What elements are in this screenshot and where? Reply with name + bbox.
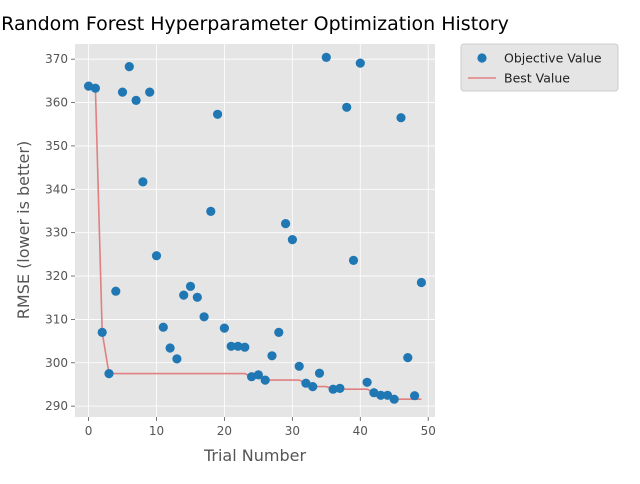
x-tick-label: 50 bbox=[421, 424, 436, 438]
objective-value-point bbox=[396, 113, 406, 123]
objective-value-point bbox=[185, 281, 196, 291]
objective-value-point bbox=[314, 368, 325, 378]
y-tick-label: 370 bbox=[45, 52, 68, 66]
legend-box bbox=[460, 43, 619, 92]
x-tick-label: 30 bbox=[285, 424, 300, 438]
legend-label-best-value: Best Value bbox=[504, 71, 570, 86]
objective-value-point bbox=[274, 327, 284, 337]
chart-title: Random Forest Hyperparameter Optimizatio… bbox=[1, 13, 509, 35]
y-tick-label: 320 bbox=[45, 269, 68, 283]
objective-value-point bbox=[281, 219, 291, 229]
objective-value-point bbox=[206, 206, 216, 216]
y-tick-label: 290 bbox=[45, 399, 68, 413]
objective-value-point bbox=[342, 102, 352, 112]
objective-value-point bbox=[233, 341, 243, 351]
x-tick-label: 20 bbox=[217, 424, 232, 438]
tick-labels: 0 10 20 30 40 50 290 300 310 320 330 340 350 360 370 bbox=[45, 52, 436, 438]
objective-value-point bbox=[111, 286, 121, 296]
objective-value-point bbox=[117, 87, 128, 97]
y-tick-label: 300 bbox=[45, 356, 68, 370]
objective-value-point bbox=[172, 354, 182, 364]
objective-value-point bbox=[104, 369, 114, 379]
objective-value-point bbox=[321, 52, 331, 63]
y-tick-label: 310 bbox=[45, 312, 68, 326]
objective-value-point bbox=[253, 370, 263, 380]
objective-value-point bbox=[294, 361, 304, 371]
x-tick-label: 0 bbox=[85, 424, 93, 438]
objective-points-layer bbox=[84, 52, 426, 404]
objective-value-point bbox=[267, 351, 277, 361]
objective-value-point bbox=[131, 95, 141, 105]
y-tick-label: 330 bbox=[45, 226, 68, 240]
plot-background bbox=[75, 44, 435, 417]
objective-value-point bbox=[416, 277, 426, 288]
legend-marker-objective-value bbox=[477, 53, 487, 63]
objective-value-point bbox=[192, 292, 202, 302]
objective-value-point bbox=[301, 378, 311, 388]
objective-value-point bbox=[348, 255, 359, 265]
objective-value-point bbox=[97, 327, 107, 337]
objective-value-point bbox=[158, 322, 168, 332]
y-tick-label: 340 bbox=[45, 182, 68, 196]
objective-value-point bbox=[260, 375, 270, 385]
objective-value-point bbox=[240, 342, 250, 352]
objective-value-point bbox=[226, 341, 236, 351]
x-axis-title: Trial Number bbox=[203, 446, 306, 465]
objective-value-point bbox=[213, 109, 223, 119]
objective-value-point bbox=[90, 83, 100, 93]
objective-value-point bbox=[376, 390, 386, 400]
objective-value-point bbox=[389, 394, 399, 404]
y-axis-title: RMSE (lower is better) bbox=[14, 141, 33, 319]
objective-value-point bbox=[362, 377, 372, 387]
objective-value-point bbox=[219, 323, 229, 333]
legend: Objective Value Best Value bbox=[460, 43, 619, 92]
objective-value-point bbox=[308, 382, 318, 392]
objective-value-point bbox=[335, 383, 345, 393]
legend-label-objective-value: Objective Value bbox=[504, 51, 602, 66]
objective-value-point bbox=[165, 343, 175, 353]
objective-value-point bbox=[355, 58, 365, 68]
objective-value-point bbox=[403, 353, 413, 363]
objective-value-point bbox=[287, 235, 297, 245]
objective-value-point bbox=[410, 391, 420, 401]
objective-value-point bbox=[124, 62, 134, 72]
y-tick-label: 360 bbox=[45, 96, 68, 110]
objective-value-point bbox=[145, 87, 155, 97]
y-tick-label: 350 bbox=[45, 139, 68, 153]
objective-value-point bbox=[138, 177, 148, 187]
objective-value-point bbox=[382, 390, 393, 400]
objective-value-point bbox=[179, 290, 189, 300]
x-tick-label: 10 bbox=[149, 424, 164, 438]
objective-value-point bbox=[199, 312, 209, 322]
x-tick-label: 40 bbox=[353, 424, 368, 438]
objective-value-point bbox=[328, 384, 338, 394]
objective-value-point bbox=[151, 251, 162, 261]
